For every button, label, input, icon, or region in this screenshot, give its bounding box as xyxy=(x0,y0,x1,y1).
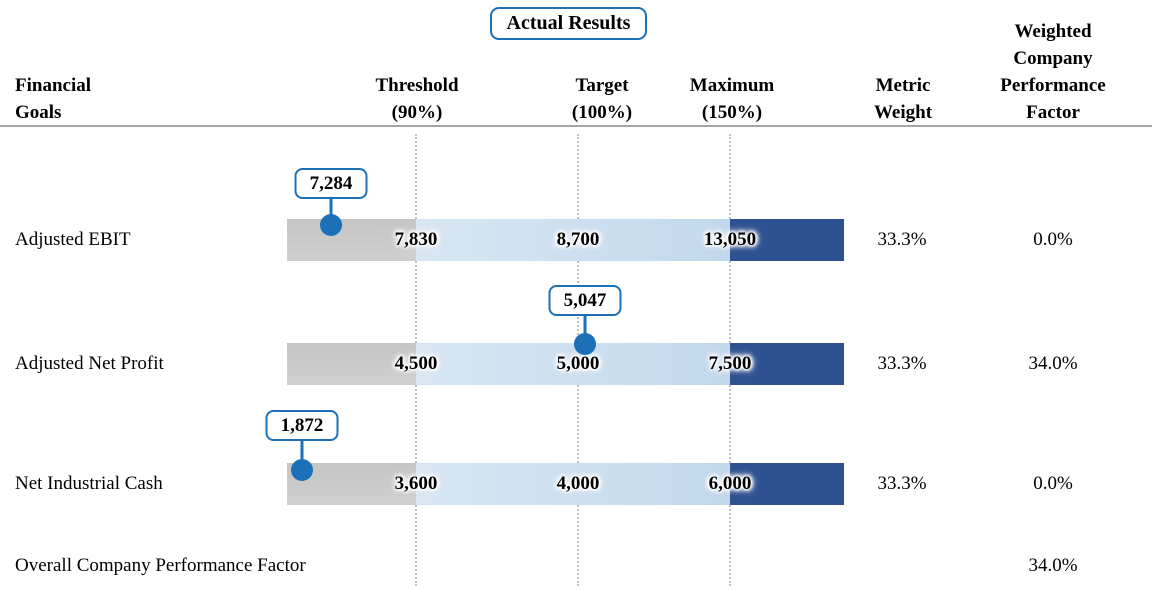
column-header-weighted-company-performance-factor: Weighted Company Performance Factor xyxy=(1000,21,1106,123)
bar-net-industrial-cash: 3,600 4,000 6,000 xyxy=(287,463,844,505)
column-header-metric-weight: Metric Weight xyxy=(873,75,933,123)
column-header-maximum: Maximum (150%) xyxy=(689,75,775,123)
row-label-net-industrial-cash: Net Industrial Cash xyxy=(15,473,163,494)
bar-segment-below-threshold xyxy=(287,343,416,385)
overall-performance-factor-label: Overall Company Performance Factor xyxy=(15,555,306,576)
bar-adjusted-ebit: 7,830 8,700 13,050 xyxy=(287,219,844,261)
bar-segment-above-maximum xyxy=(730,463,844,505)
actual-marker-dot xyxy=(320,214,342,236)
column-header-target: Target (100%) xyxy=(571,75,633,123)
bar-segment-threshold-to-maximum xyxy=(416,463,730,505)
threshold-value: 7,830 xyxy=(394,229,438,250)
metric-weight-value: 33.3% xyxy=(877,353,927,374)
target-value: 4,000 xyxy=(556,473,600,494)
bar-adjusted-net-profit: 4,500 5,000 7,500 xyxy=(287,343,844,385)
metric-weight-value: 33.3% xyxy=(877,473,927,494)
overall-performance-factor-value: 34.0% xyxy=(1028,555,1078,576)
actual-value-callout: 1,872 xyxy=(265,410,339,441)
actual-marker-dot xyxy=(574,333,596,355)
maximum-value: 7,500 xyxy=(708,353,752,374)
bar-segment-below-threshold xyxy=(287,219,416,261)
target-value: 8,700 xyxy=(556,229,600,250)
actual-results-badge: Actual Results xyxy=(490,7,647,40)
row-label-adjusted-ebit: Adjusted EBIT xyxy=(15,229,131,250)
maximum-value: 6,000 xyxy=(708,473,752,494)
bar-segment-above-maximum xyxy=(730,219,844,261)
threshold-value: 3,600 xyxy=(394,473,438,494)
target-value: 5,000 xyxy=(556,353,600,374)
bar-segment-threshold-to-maximum xyxy=(416,219,730,261)
bar-segment-above-maximum xyxy=(730,343,844,385)
maximum-value: 13,050 xyxy=(703,229,757,250)
actual-callout-stem xyxy=(329,198,333,226)
column-header-threshold: Threshold (90%) xyxy=(375,75,459,123)
column-header-financial-goals: Financial Goals xyxy=(15,75,92,123)
header-divider-line xyxy=(0,125,1152,127)
threshold-value: 4,500 xyxy=(394,353,438,374)
actual-results-badge-label: Actual Results xyxy=(506,12,631,34)
bar-segment-threshold-to-maximum xyxy=(416,343,730,385)
weighted-factor-value: 0.0% xyxy=(1033,473,1073,494)
actual-callout-stem xyxy=(583,315,587,344)
weighted-factor-value: 0.0% xyxy=(1033,229,1073,250)
actual-callout-stem xyxy=(300,440,304,470)
actual-marker-dot xyxy=(291,459,313,481)
actual-value-callout: 5,047 xyxy=(548,285,622,316)
weighted-factor-value: 34.0% xyxy=(1028,353,1078,374)
actual-value-callout: 7,284 xyxy=(294,168,368,199)
row-label-adjusted-net-profit: Adjusted Net Profit xyxy=(15,353,164,374)
metric-weight-value: 33.3% xyxy=(877,229,927,250)
